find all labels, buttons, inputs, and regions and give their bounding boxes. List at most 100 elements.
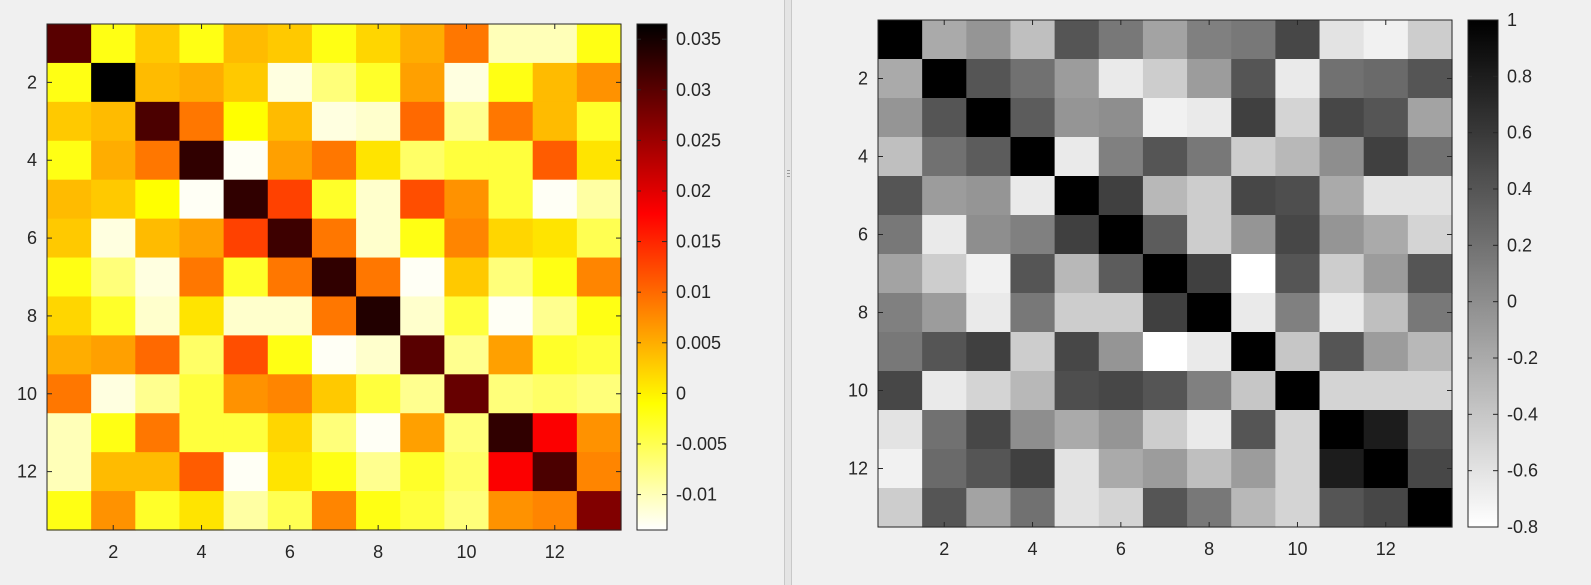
heatmap-cells [47, 24, 622, 531]
heatmap-cell-6-9 [400, 218, 445, 259]
heatmap-cell-1-11 [1319, 20, 1365, 60]
heatmap-cell-11-10 [1275, 410, 1321, 450]
heatmap-cell-1-5 [1054, 20, 1100, 60]
heatmap-cell-3-4 [1010, 98, 1056, 138]
heatmap-cell-4-4 [179, 140, 225, 181]
heatmap-cell-11-8 [1187, 410, 1232, 450]
heatmap-cell-8-2 [922, 293, 967, 333]
heatmap-cell-5-12 [1363, 176, 1409, 216]
heatmap-cell-1-10 [1275, 20, 1321, 60]
heatmap-cell-1-7 [1142, 20, 1188, 60]
heatmap-cell-5-9 [400, 179, 445, 220]
heatmap-cell-12-5 [1054, 449, 1100, 489]
heatmap-cell-10-1 [47, 374, 92, 414]
heatmap-cell-9-4 [1010, 332, 1056, 372]
heatmap-cell-7-3 [966, 254, 1012, 294]
heatmap-cell-10-6 [1098, 371, 1144, 411]
heatmap-cell-3-6 [267, 101, 313, 142]
y-tick-label: 12 [17, 462, 37, 482]
heatmap-cell-3-4 [179, 101, 225, 142]
heatmap-cell-8-1 [47, 296, 92, 336]
heatmap-cell-6-8 [356, 218, 401, 259]
heatmap-cell-2-10 [1275, 59, 1321, 99]
heatmap-cell-6-2 [922, 215, 967, 255]
heatmap-cell-8-12 [532, 296, 578, 336]
heatmap-cell-6-5 [1054, 215, 1100, 255]
heatmap-cell-8-5 [1054, 293, 1100, 333]
colorbar-tick-label: -0.2 [1507, 348, 1538, 368]
heatmap-cell-3-13 [1407, 98, 1453, 138]
heatmap-cell-1-1 [878, 20, 923, 60]
heatmap-cell-3-7 [311, 101, 357, 142]
heatmap-cell-8-9 [400, 296, 445, 336]
heatmap-cell-9-10 [1275, 332, 1321, 372]
heatmap-cell-13-5 [223, 491, 269, 531]
heatmap-cell-5-10 [444, 179, 490, 220]
heatmap-cell-3-1 [47, 101, 92, 142]
figure-right-pane: 2 4 6 8 10 12 2 4 6 8 10 12 1 0.8 0.6 0.4 0.2 0 -0.2 -0.4 -0… [792, 0, 1591, 585]
x-tick-label: 6 [1116, 539, 1126, 559]
heatmap-cell-11-11 [1319, 410, 1365, 450]
heatmap-cell-4-3 [135, 140, 181, 181]
colorbar-tick-label: -0.005 [676, 434, 727, 454]
heatmap-cell-2-2 [91, 62, 136, 103]
heatmap-cell-7-5 [1054, 254, 1100, 294]
heatmap-cell-11-1 [878, 410, 923, 450]
heatmap-cell-12-12 [532, 452, 578, 492]
heatmap-cell-5-6 [1098, 176, 1144, 216]
heatmap-cell-12-10 [444, 452, 490, 492]
x-tick-label: 4 [1028, 539, 1038, 559]
heatmap-cell-6-7 [311, 218, 357, 259]
heatmap-cell-2-5 [223, 62, 269, 103]
heatmap-cell-11-2 [922, 410, 967, 450]
heatmap-cell-12-6 [267, 452, 313, 492]
heatmap-cell-1-8 [1187, 20, 1232, 60]
heatmap-cell-9-4 [179, 335, 225, 375]
heatmap-cell-2-4 [179, 62, 225, 103]
heatmap-cell-9-5 [1054, 332, 1100, 372]
colorbar-tick-label: 0.005 [676, 333, 721, 353]
heatmap-cell-4-12 [532, 140, 578, 181]
heatmap-cell-1-13 [1407, 20, 1453, 60]
heatmap-cell-13-8 [1187, 488, 1232, 528]
heatmap-cell-5-13 [576, 179, 622, 220]
heatmap-cell-3-5 [223, 101, 269, 142]
heatmap-cell-4-8 [1187, 137, 1232, 177]
heatmap-cell-7-10 [1275, 254, 1321, 294]
colorbar-tick-label: -0.8 [1507, 517, 1538, 537]
heatmap-cell-6-11 [1319, 215, 1365, 255]
heatmap-cell-6-6 [267, 218, 313, 259]
heatmap-cell-1-4 [1010, 20, 1056, 60]
heatmap-cell-12-1 [878, 449, 923, 489]
colorbar-tick-label: -0.01 [676, 485, 717, 505]
heatmap-cell-2-8 [1187, 59, 1232, 99]
heatmap-cell-3-10 [1275, 98, 1321, 138]
heatmap-cell-9-6 [1098, 332, 1144, 372]
heatmap-cell-11-9 [400, 413, 445, 453]
heatmap-cell-1-9 [1231, 20, 1276, 60]
heatmap-cell-6-13 [576, 218, 622, 259]
heatmap-cell-12-9 [400, 452, 445, 492]
heatmap-cell-4-13 [1407, 137, 1453, 177]
pane-splitter[interactable] [784, 0, 792, 585]
heatmap-cell-11-13 [1407, 410, 1453, 450]
heatmap-cell-6-4 [179, 218, 225, 259]
heatmap-cell-1-7 [311, 24, 357, 64]
heatmap-cell-10-3 [135, 374, 181, 414]
heatmap-cell-6-5 [223, 218, 269, 259]
heatmap-cell-1-6 [1098, 20, 1144, 60]
heatmap-cell-13-8 [356, 491, 401, 531]
heatmap-cell-4-7 [1142, 137, 1188, 177]
x-tick-label: 2 [939, 539, 949, 559]
heatmap-cell-1-11 [488, 24, 534, 64]
heatmap-cell-6-10 [1275, 215, 1321, 255]
heatmap-cell-4-1 [47, 140, 92, 181]
heatmap-cell-5-2 [922, 176, 967, 216]
heatmap-cell-12-7 [311, 452, 357, 492]
heatmap-cell-10-5 [223, 374, 269, 414]
heatmap-cell-1-2 [91, 24, 136, 64]
heatmap-cell-11-6 [1098, 410, 1144, 450]
heatmap-cell-8-5 [223, 296, 269, 336]
heatmap-cell-11-2 [91, 413, 136, 453]
heatmap-cell-2-5 [1054, 59, 1100, 99]
